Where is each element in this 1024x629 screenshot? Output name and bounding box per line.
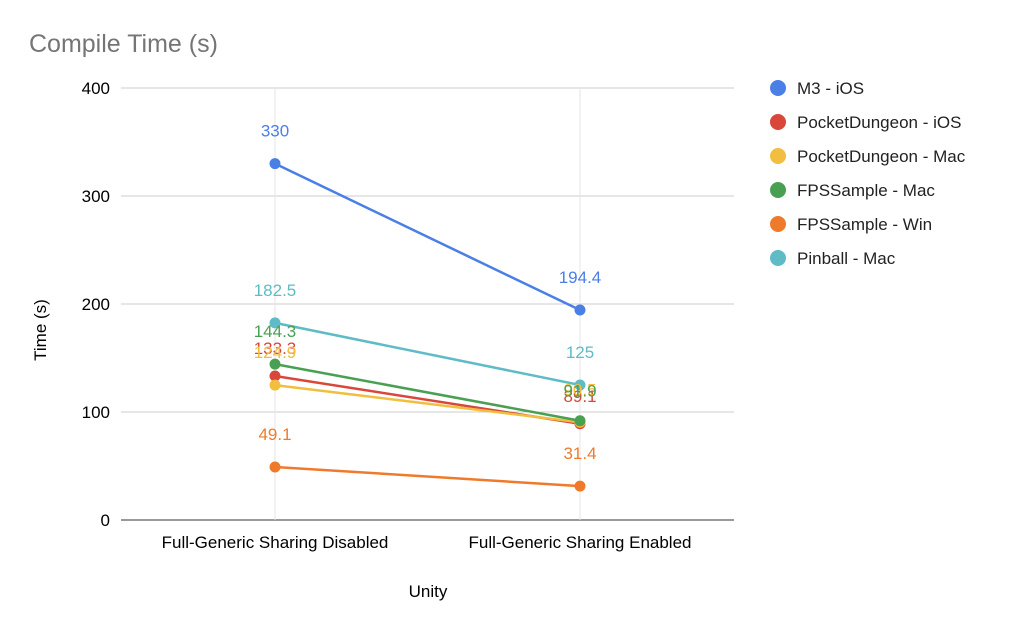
series-m3-ios: [269, 158, 586, 316]
data-label: 194.4: [559, 268, 602, 287]
legend-item[interactable]: Pinball - Mac: [770, 249, 896, 268]
y-tick-label: 200: [82, 295, 110, 314]
legend-label: FPSSample - Mac: [797, 181, 935, 200]
data-point[interactable]: [574, 480, 586, 492]
series-pinball-mac: [269, 317, 586, 391]
data-point[interactable]: [269, 358, 281, 370]
y-tick-label: 400: [82, 79, 110, 98]
legend-item[interactable]: PocketDungeon - iOS: [770, 113, 961, 132]
legend-marker-icon: [770, 216, 786, 232]
data-label: 144.3: [254, 322, 297, 341]
data-label: 133.3: [254, 339, 297, 358]
legend-label: M3 - iOS: [797, 79, 864, 98]
data-label: 182.5: [254, 281, 297, 300]
data-label: 124.9: [254, 343, 297, 362]
legend: M3 - iOS PocketDungeon - iOS PocketDungeon…: [770, 79, 966, 268]
data-labels: 330 194.4 133.3 89.1 124.9 90.5 144.3 91.9 49.1 3…: [254, 122, 602, 463]
data-point[interactable]: [269, 317, 281, 329]
legend-item[interactable]: PocketDungeon - Mac: [770, 147, 966, 166]
x-tick-label: Full-Generic Sharing Disabled: [162, 533, 389, 552]
series-pocketdungeon-mac: [269, 379, 586, 428]
data-label: 90.5: [563, 380, 596, 399]
series-group: [269, 158, 586, 492]
legend-marker-icon: [770, 114, 786, 130]
series-line: [274, 383, 581, 424]
x-tick-label: Full-Generic Sharing Enabled: [468, 533, 691, 552]
y-tick-label: 100: [82, 403, 110, 422]
data-label: 31.4: [563, 444, 596, 463]
y-axis-label: Time (s): [31, 299, 50, 361]
series-line: [274, 465, 581, 488]
gridlines: [121, 87, 734, 521]
legend-marker-icon: [770, 148, 786, 164]
chart-title: Compile Time (s): [29, 30, 218, 58]
y-axis-ticks: 0 100 200 300 400: [82, 79, 110, 530]
x-axis-label: Unity: [409, 582, 448, 601]
series-fpssample-win: [269, 461, 586, 492]
legend-label: FPSSample - Win: [797, 215, 932, 234]
legend-marker-icon: [770, 250, 786, 266]
data-point[interactable]: [269, 379, 281, 391]
legend-label: PocketDungeon - Mac: [797, 147, 966, 166]
legend-marker-icon: [770, 182, 786, 198]
data-point[interactable]: [269, 370, 281, 382]
series-line: [274, 362, 581, 422]
legend-marker-icon: [770, 80, 786, 96]
legend-item[interactable]: FPSSample - Mac: [770, 181, 935, 200]
legend-label: PocketDungeon - iOS: [797, 113, 961, 132]
data-label: 330: [261, 122, 289, 141]
data-point[interactable]: [269, 158, 281, 170]
data-label: 125: [566, 343, 594, 362]
data-label: 91.9: [563, 382, 596, 401]
data-label: 89.1: [563, 387, 596, 406]
legend-item[interactable]: FPSSample - Win: [770, 215, 932, 234]
legend-item[interactable]: M3 - iOS: [770, 79, 864, 98]
data-point[interactable]: [574, 304, 586, 316]
data-point[interactable]: [574, 415, 586, 427]
x-axis-ticks: Full-Generic Sharing Disabled Full-Generi…: [162, 533, 692, 552]
series-line: [274, 162, 581, 312]
y-tick-label: 300: [82, 187, 110, 206]
y-tick-label: 0: [101, 511, 110, 530]
series-pocketdungeon-ios: [269, 370, 586, 430]
data-point[interactable]: [269, 461, 281, 473]
data-point[interactable]: [574, 379, 586, 391]
legend-label: Pinball - Mac: [797, 249, 896, 268]
series-fpssample-mac: [269, 358, 586, 427]
data-label: 49.1: [258, 425, 291, 444]
series-line: [274, 321, 581, 387]
